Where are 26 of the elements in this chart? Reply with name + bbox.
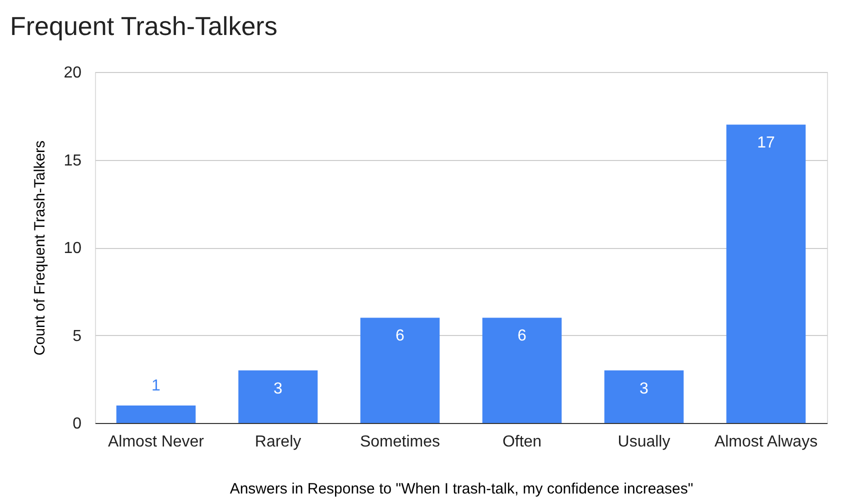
bar — [116, 405, 196, 423]
bar — [482, 318, 562, 423]
y-tick-label: 0 — [72, 416, 82, 432]
y-axis-title: Count of Frequent Trash-Talkers — [32, 140, 49, 356]
y-tick-label: 20 — [64, 64, 82, 82]
y-tick-label: 15 — [64, 152, 82, 170]
x-tick-label: Usually — [618, 434, 670, 450]
bar — [726, 124, 806, 423]
data-label: 1 — [152, 377, 161, 394]
x-tick-label: Rarely — [254, 434, 302, 450]
data-label: 3 — [274, 380, 283, 398]
y-tick-label: 5 — [72, 328, 82, 345]
bar — [238, 370, 318, 423]
x-tick-label: Almost Always — [714, 434, 818, 450]
chart-title: Frequent Trash-Talkers — [10, 11, 278, 41]
x-tick-label: Often — [502, 434, 542, 450]
y-tick-label: 10 — [64, 240, 82, 257]
data-label: 3 — [640, 380, 649, 398]
data-label: 6 — [396, 328, 405, 345]
bar — [360, 318, 440, 423]
x-axis-title: Answers in Response to "When I trash-talk, my confidence increases" — [230, 480, 694, 498]
bar — [604, 370, 684, 423]
x-tick-label: Almost Never — [108, 434, 205, 450]
data-label: 6 — [518, 328, 527, 345]
data-label: 17 — [757, 134, 775, 152]
x-tick-label: Sometimes — [360, 434, 440, 450]
